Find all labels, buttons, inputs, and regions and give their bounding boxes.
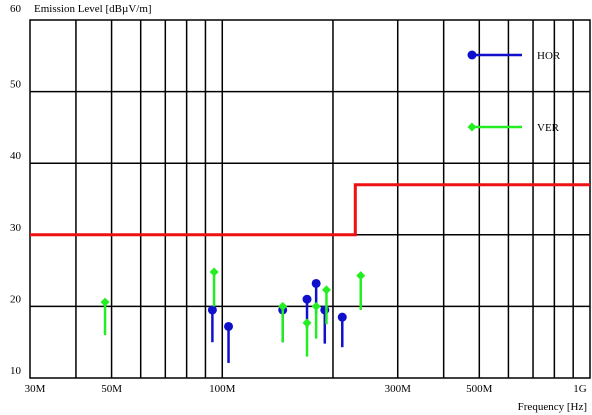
data-point: [278, 301, 288, 311]
plot-frame: [29, 19, 591, 379]
y-tick-label: 30: [10, 222, 22, 234]
x-tick-label: 1G: [573, 383, 587, 395]
legend-label: VER: [537, 122, 560, 134]
legend-label: HOR: [537, 50, 561, 62]
x-tick-label: 300M: [385, 383, 412, 395]
y-tick-label: 50: [10, 79, 22, 91]
legend-item-ver: VER: [467, 122, 560, 134]
y-tick-label: 40: [10, 150, 22, 162]
data-point: [302, 294, 312, 304]
data-point: [311, 301, 321, 311]
data-point: [224, 321, 234, 331]
legend-item-hor: HOR: [467, 50, 561, 62]
legend: HOR VER: [467, 50, 561, 134]
series-layer: [100, 267, 366, 363]
x-gridlines: [75, 20, 574, 378]
series-ver: [100, 267, 366, 357]
y-tick-label: 10: [10, 365, 22, 377]
x-tick-label: 30M: [25, 383, 46, 395]
data-point: [209, 267, 219, 277]
y-axis-label: Emission Level [dBµV/m]: [34, 3, 152, 15]
data-point: [356, 271, 366, 281]
data-point: [207, 305, 217, 315]
x-tick-label: 50M: [101, 383, 122, 395]
data-point: [100, 297, 110, 307]
y-tick-label: 60: [10, 3, 22, 15]
legend-marker: [467, 122, 477, 132]
x-axis-label: Frequency [Hz]: [518, 401, 587, 413]
y-tick-label: 20: [10, 293, 22, 305]
data-point: [337, 312, 347, 322]
x-tick-label: 100M: [209, 383, 236, 395]
data-point: [321, 285, 331, 295]
x-tick-labels: 30M 50M 100M 300M 500M 1G: [25, 383, 587, 395]
y-tick-labels: 10 20 30 40 50 60: [10, 3, 22, 377]
x-tick-label: 500M: [466, 383, 493, 395]
data-point: [302, 318, 312, 328]
data-point: [311, 278, 321, 288]
legend-marker: [467, 50, 477, 60]
limit-line: [30, 183, 590, 237]
data-point: [320, 305, 330, 315]
